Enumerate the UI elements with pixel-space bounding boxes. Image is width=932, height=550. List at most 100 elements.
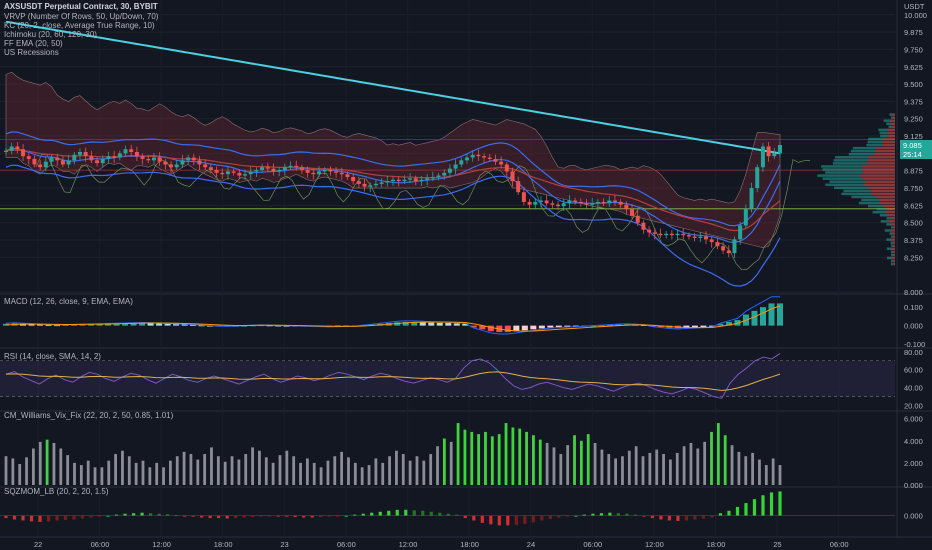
- candle-body: [675, 233, 680, 236]
- sqz-bar: [769, 492, 774, 516]
- vix-bar: [662, 454, 665, 485]
- sqz-bar: [548, 515, 552, 520]
- candle-body: [464, 157, 469, 161]
- sqz-bar: [463, 515, 467, 519]
- sqz-bar: [63, 515, 68, 520]
- candle-body: [299, 167, 304, 171]
- vix-label[interactable]: CM_Williams_Vix_Fix (22, 20, 2, 50, 0.85…: [4, 411, 174, 420]
- sqz-bar: [557, 515, 561, 518]
- candle-body: [704, 236, 709, 240]
- candle-body: [83, 152, 88, 157]
- candle-body: [191, 157, 196, 161]
- vix-bar: [401, 454, 405, 485]
- sqz-bar: [344, 515, 348, 517]
- candle-body: [442, 172, 447, 176]
- macd-histogram-bar: [402, 321, 409, 326]
- sqz-bar: [761, 495, 765, 516]
- volume-profile-bar-up: [841, 192, 871, 196]
- macd-histogram-bar: [683, 325, 690, 328]
- sqz-bar: [642, 515, 646, 517]
- macd-histogram-bar: [717, 323, 724, 326]
- sqz-label[interactable]: SQZMOM_LB (20, 2, 20, 1.5): [4, 487, 109, 496]
- sqz-bar: [616, 513, 620, 516]
- volume-profile-bar-down: [888, 134, 895, 138]
- candle-body: [49, 157, 54, 162]
- indicator-label-vrvp[interactable]: VRVP (Number Of Rows, 50, Up/Down, 70): [4, 12, 159, 21]
- macd-histogram-bar: [640, 324, 647, 326]
- macd-tick-label: -0.100: [904, 340, 925, 349]
- indicator-label-recessions[interactable]: US Recessions: [4, 48, 59, 57]
- sqz-bar: [633, 514, 638, 516]
- volume-profile-bar-up: [852, 146, 876, 150]
- macd-histogram-bar: [777, 303, 783, 326]
- sqz-bar: [497, 515, 501, 526]
- sqz-bar: [327, 515, 331, 517]
- rsi-label[interactable]: RSI (14, close, SMA, 14, 2): [4, 352, 101, 361]
- rsi-tick-label: 20.00: [904, 402, 923, 411]
- candle-body: [322, 170, 327, 172]
- vix-bar: [490, 436, 494, 485]
- vix-bar: [333, 456, 337, 485]
- volume-profile-bar-down: [891, 247, 895, 251]
- vix-bar: [114, 454, 117, 485]
- vix-bar: [703, 441, 707, 485]
- macd-histogram-bar: [547, 325, 554, 328]
- candle-body: [567, 200, 572, 204]
- rsi-tick-label: 40.00: [904, 384, 923, 393]
- vix-bar: [230, 456, 234, 485]
- candle-body: [624, 204, 629, 209]
- volume-profile-bar-down: [867, 186, 895, 190]
- candle-body: [66, 160, 71, 165]
- candle-body: [186, 157, 191, 161]
- price-axis[interactable]: 10.000 9.875 9.750 9.625 9.500 9.375 9.250 9.12…: [904, 11, 927, 521]
- vix-bar: [456, 423, 460, 485]
- sqz-bar: [12, 515, 17, 520]
- sqz-bar: [421, 510, 425, 516]
- vix-bar: [251, 447, 254, 485]
- sqz-bar: [131, 513, 136, 516]
- sqz-bar: [157, 513, 161, 516]
- candle-body: [100, 158, 105, 164]
- vix-bar: [696, 448, 700, 485]
- price-tick-label: 8.625: [904, 201, 923, 210]
- volume-profile-bar-up: [867, 204, 883, 208]
- sqz-bar: [370, 512, 374, 516]
- indicator-label-ichimoku[interactable]: Ichimoku (20, 60, 120, 30): [4, 30, 97, 39]
- indicator-label-ema[interactable]: FF EMA (20, 50): [4, 39, 63, 48]
- ema-slow: [5, 20, 781, 155]
- macd-histogram-bar: [79, 324, 86, 326]
- time-tick-label: 24: [527, 540, 535, 549]
- macd-histogram-bar: [113, 323, 120, 326]
- vix-bar: [237, 459, 241, 485]
- candle-body: [527, 201, 532, 205]
- vix-bar: [600, 449, 604, 485]
- time-axis[interactable]: 22 06:00 12:00 18:00 23 06:00 12:00 18:00 24 06:0…: [34, 540, 849, 549]
- volume-profile-bar-up: [886, 247, 892, 251]
- price-tick-label: 8.000: [904, 288, 923, 297]
- volume-profile-bar-up: [891, 253, 894, 257]
- candle-body: [641, 222, 646, 230]
- macd-histogram-bar: [725, 321, 732, 326]
- currency-label: USDT: [904, 2, 925, 11]
- candle-body: [379, 182, 384, 184]
- vix-bar: [771, 458, 775, 485]
- indicator-label-kc[interactable]: KC (20, 2, close, Average True Range, 10…: [4, 21, 155, 30]
- vix-bar: [347, 457, 350, 485]
- sqz-bar: [191, 515, 195, 517]
- macd-label[interactable]: MACD (12, 26, close, 9, EMA, EMA): [4, 297, 133, 306]
- vix-bar: [258, 450, 261, 485]
- sqz-bar: [582, 514, 586, 516]
- candle-body: [95, 160, 100, 164]
- vix-bar: [127, 456, 131, 485]
- volume-profile-bar-down: [892, 125, 895, 129]
- time-tick-label: 06:00: [583, 540, 602, 549]
- candle-body: [305, 170, 310, 173]
- volume-profile-bar-down: [870, 192, 895, 196]
- price-tick-label: 8.750: [904, 184, 923, 193]
- candle-body: [151, 157, 156, 161]
- vix-bar: [79, 465, 83, 485]
- macd-histogram-bar: [173, 324, 180, 326]
- candle-body: [692, 236, 697, 238]
- sqz-bar: [242, 515, 246, 518]
